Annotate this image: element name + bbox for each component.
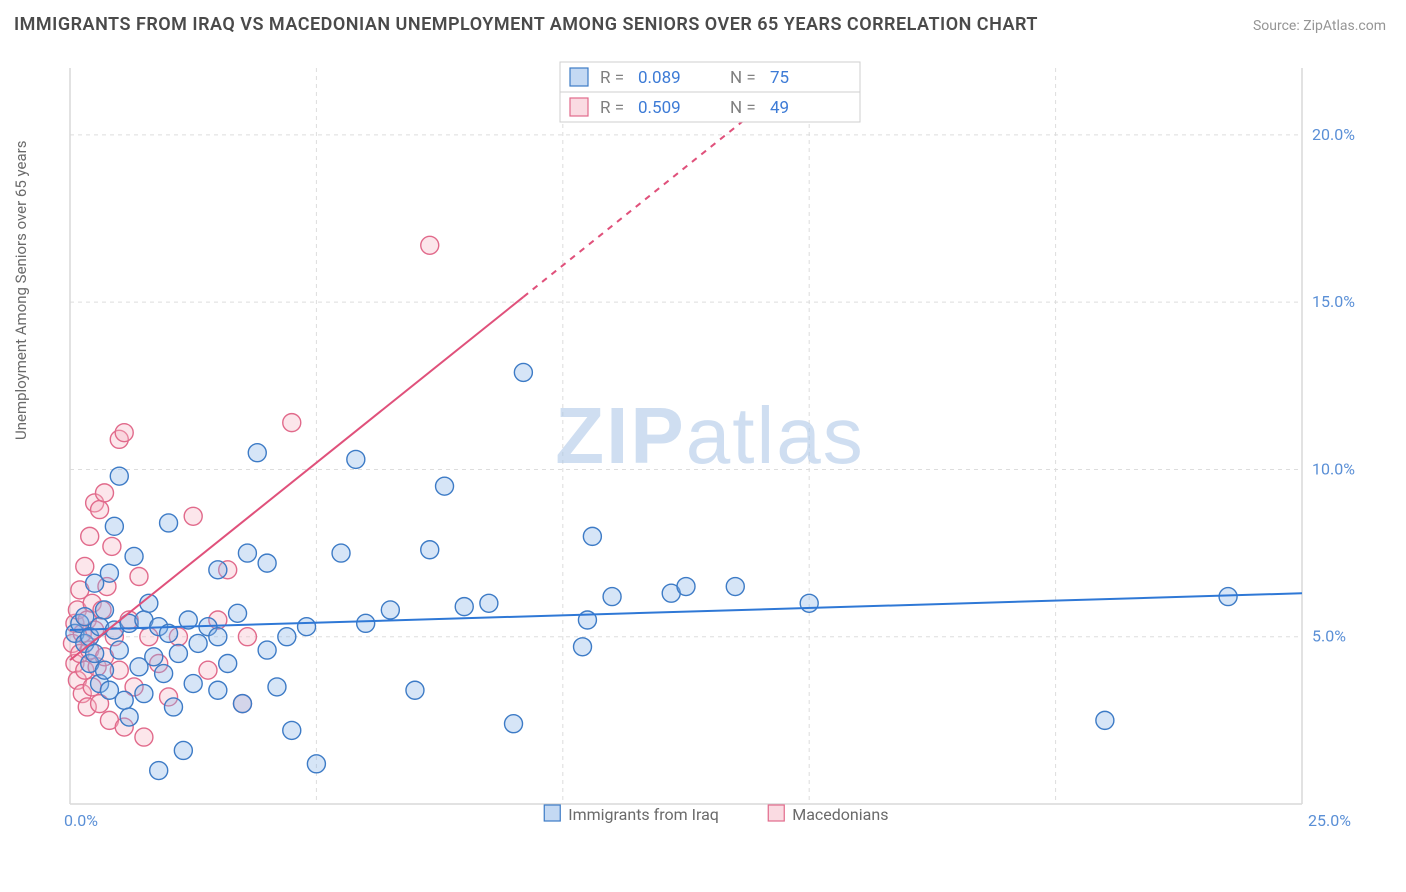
source-label: Source: ZipAtlas.com <box>1253 18 1386 34</box>
svg-text:75: 75 <box>770 68 789 88</box>
svg-text:0.089: 0.089 <box>638 68 681 88</box>
svg-text:5.0%: 5.0% <box>1312 627 1346 646</box>
svg-text:R =: R = <box>600 68 624 88</box>
svg-text:10.0%: 10.0% <box>1312 459 1355 478</box>
svg-text:25.0%: 25.0% <box>1308 811 1351 830</box>
scatter-chart: 5.0% 10.0% 15.0% 20.0% 0.0% 25.0% R = 0.089 N = 7… <box>60 60 1360 830</box>
svg-text:0.509: 0.509 <box>638 98 681 118</box>
svg-text:N =: N = <box>730 98 756 118</box>
svg-text:Immigrants from Iraq: Immigrants from Iraq <box>568 805 719 824</box>
svg-text:0.0%: 0.0% <box>64 811 98 830</box>
svg-text:15.0%: 15.0% <box>1312 292 1355 311</box>
svg-text:N =: N = <box>730 68 756 88</box>
svg-text:Macedonians: Macedonians <box>792 805 888 824</box>
y-axis-label: Unemployment Among Seniors over 65 years <box>12 141 30 440</box>
svg-text:20.0%: 20.0% <box>1312 125 1355 144</box>
svg-text:R =: R = <box>600 98 624 118</box>
chart-area: ZIPatlas 5.0%10.0%15.0%20.0%0.0%25.0%R =… <box>60 60 1360 830</box>
svg-text:49: 49 <box>770 98 789 118</box>
page-title: IMMIGRANTS FROM IRAQ VS MACEDONIAN UNEMP… <box>14 14 1038 35</box>
